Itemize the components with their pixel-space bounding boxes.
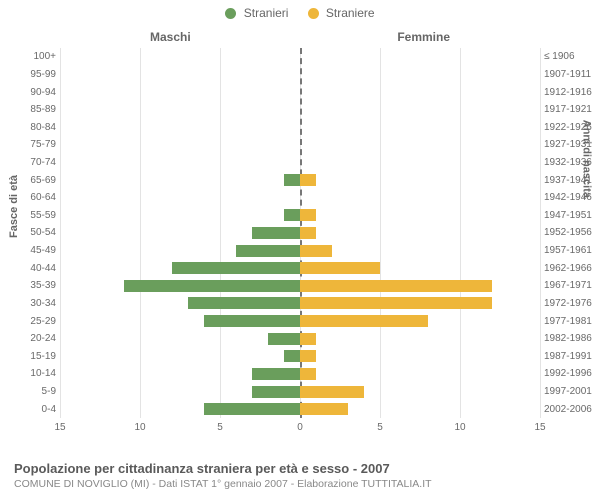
y-label-years: 1972-1976 — [540, 295, 600, 313]
y-label-years: 1912-1916 — [540, 83, 600, 101]
y-label-age: 85-89 — [0, 101, 60, 119]
bar-female — [300, 209, 316, 221]
y-label-years: 1937-1941 — [540, 171, 600, 189]
y-label-age: 80-84 — [0, 118, 60, 136]
x-tick-label: 10 — [134, 422, 145, 433]
y-label-age: 45-49 — [0, 242, 60, 260]
x-tick-label: 5 — [217, 422, 223, 433]
y-label-years: 1997-2001 — [540, 383, 600, 401]
y-label-years: 1927-1931 — [540, 136, 600, 154]
y-label-age: 5-9 — [0, 383, 60, 401]
y-label-years: 1932-1936 — [540, 154, 600, 172]
y-label-years: ≤ 1906 — [540, 48, 600, 66]
y-label-years: 1917-1921 — [540, 101, 600, 119]
column-title-female: Femmine — [397, 30, 450, 44]
y-label-years: 1942-1946 — [540, 189, 600, 207]
y-label-age: 90-94 — [0, 83, 60, 101]
plot-area: 05510101515 — [60, 48, 540, 418]
bar-male — [252, 386, 300, 398]
x-tick-label: 10 — [454, 422, 465, 433]
bar-female — [300, 227, 316, 239]
bar-female — [300, 333, 316, 345]
y-label-years: 1907-1911 — [540, 66, 600, 84]
bar-female — [300, 315, 428, 327]
bar-male — [284, 209, 300, 221]
bar-male — [268, 333, 300, 345]
chart-title: Popolazione per cittadinanza straniera p… — [14, 461, 586, 476]
legend-label-female: Straniere — [326, 6, 375, 20]
legend-swatch-male — [225, 8, 236, 19]
y-label-age: 15-19 — [0, 348, 60, 366]
y-label-age: 40-44 — [0, 259, 60, 277]
legend-item-female: Straniere — [308, 6, 375, 20]
bar-male — [124, 280, 300, 292]
y-label-years: 1962-1966 — [540, 259, 600, 277]
y-label-age: 100+ — [0, 48, 60, 66]
bar-female — [300, 403, 348, 415]
bar-male — [236, 245, 300, 257]
bar-male — [284, 350, 300, 362]
x-tick-label: 5 — [377, 422, 383, 433]
bar-female — [300, 262, 380, 274]
y-label-years: 1987-1991 — [540, 348, 600, 366]
footer: Popolazione per cittadinanza straniera p… — [14, 461, 586, 490]
y-label-age: 70-74 — [0, 154, 60, 172]
population-pyramid: Maschi Femmine Fasce di età Anni di nasc… — [0, 28, 600, 448]
y-label-age: 25-29 — [0, 312, 60, 330]
bar-female — [300, 245, 332, 257]
x-tick-label: 15 — [54, 422, 65, 433]
y-label-years: 2002-2006 — [540, 400, 600, 418]
bar-female — [300, 368, 316, 380]
y-label-age: 55-59 — [0, 207, 60, 225]
bar-male — [204, 315, 300, 327]
y-label-years: 1952-1956 — [540, 224, 600, 242]
bar-male — [252, 368, 300, 380]
legend-label-male: Stranieri — [244, 6, 289, 20]
bar-female — [300, 174, 316, 186]
y-label-age: 20-24 — [0, 330, 60, 348]
bar-male — [172, 262, 300, 274]
y-label-years: 1957-1961 — [540, 242, 600, 260]
y-label-age: 30-34 — [0, 295, 60, 313]
legend-swatch-female — [308, 8, 319, 19]
bars-male — [60, 48, 300, 418]
y-label-years: 1992-1996 — [540, 365, 600, 383]
legend: Stranieri Straniere — [0, 0, 600, 28]
bar-female — [300, 386, 364, 398]
y-label-age: 35-39 — [0, 277, 60, 295]
bar-male — [188, 297, 300, 309]
bar-male — [204, 403, 300, 415]
y-label-years: 1982-1986 — [540, 330, 600, 348]
bars-female — [300, 48, 540, 418]
y-label-age: 60-64 — [0, 189, 60, 207]
y-label-years: 1977-1981 — [540, 312, 600, 330]
bar-male — [252, 227, 300, 239]
y-label-age: 10-14 — [0, 365, 60, 383]
y-label-age: 65-69 — [0, 171, 60, 189]
x-tick-label: 15 — [534, 422, 545, 433]
bar-female — [300, 280, 492, 292]
bar-female — [300, 297, 492, 309]
y-label-age: 95-99 — [0, 66, 60, 84]
y-label-age: 75-79 — [0, 136, 60, 154]
legend-item-male: Stranieri — [225, 6, 288, 20]
column-title-male: Maschi — [150, 30, 191, 44]
bar-female — [300, 350, 316, 362]
y-label-years: 1967-1971 — [540, 277, 600, 295]
y-label-years: 1922-1926 — [540, 118, 600, 136]
bar-male — [284, 174, 300, 186]
y-label-age: 0-4 — [0, 400, 60, 418]
x-tick-label: 0 — [297, 422, 303, 433]
y-label-years: 1947-1951 — [540, 207, 600, 225]
y-label-age: 50-54 — [0, 224, 60, 242]
chart-subtitle: COMUNE DI NOVIGLIO (MI) - Dati ISTAT 1° … — [14, 478, 586, 490]
